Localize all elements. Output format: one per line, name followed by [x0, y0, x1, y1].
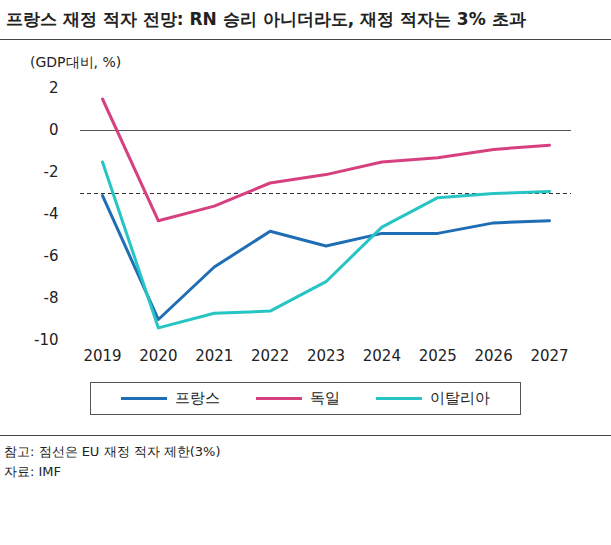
svg-text:-8: -8	[44, 289, 59, 307]
html-text:이탈리아: 이탈리아	[430, 389, 490, 407]
svg-text:2023: 2023	[307, 347, 345, 365]
svg-text:2026: 2026	[475, 347, 513, 365]
svg-text:2: 2	[49, 79, 59, 97]
svg-text:-10: -10	[34, 331, 59, 349]
html-text:독일: 독일	[310, 389, 340, 407]
svg-text:-6: -6	[44, 247, 59, 265]
svg-text:2019: 2019	[83, 347, 121, 365]
svg-text:0: 0	[49, 121, 59, 139]
svg-text:2027: 2027	[530, 347, 568, 365]
svg-text:-2: -2	[44, 163, 59, 181]
svg-text:2021: 2021	[195, 347, 233, 365]
svg-text:2024: 2024	[363, 347, 401, 365]
svg-text:2022: 2022	[251, 347, 289, 365]
svg-text:-4: -4	[44, 205, 59, 223]
html-text:프랑스 재정 적자 전망: RN 승리 아니더라도, 재정: 프랑스 재정 적자 전망: RN 승리 아니더라도, 재정 적자는 3% 초과	[6, 9, 526, 29]
svg-text:2020: 2020	[139, 347, 177, 365]
html-text:프랑스: 프랑스	[175, 389, 220, 407]
html-text:자료: IMF: 자료: IMF	[4, 464, 61, 479]
svg-text:2025: 2025	[419, 347, 457, 365]
html-text:참고: 점선은 EU 재정 적자 제한(3%): 참고: 점선은 EU 재정 적자 제한(3%)	[4, 444, 221, 459]
html-text:(GDP대비, %): (GDP대비, %)	[30, 54, 122, 70]
